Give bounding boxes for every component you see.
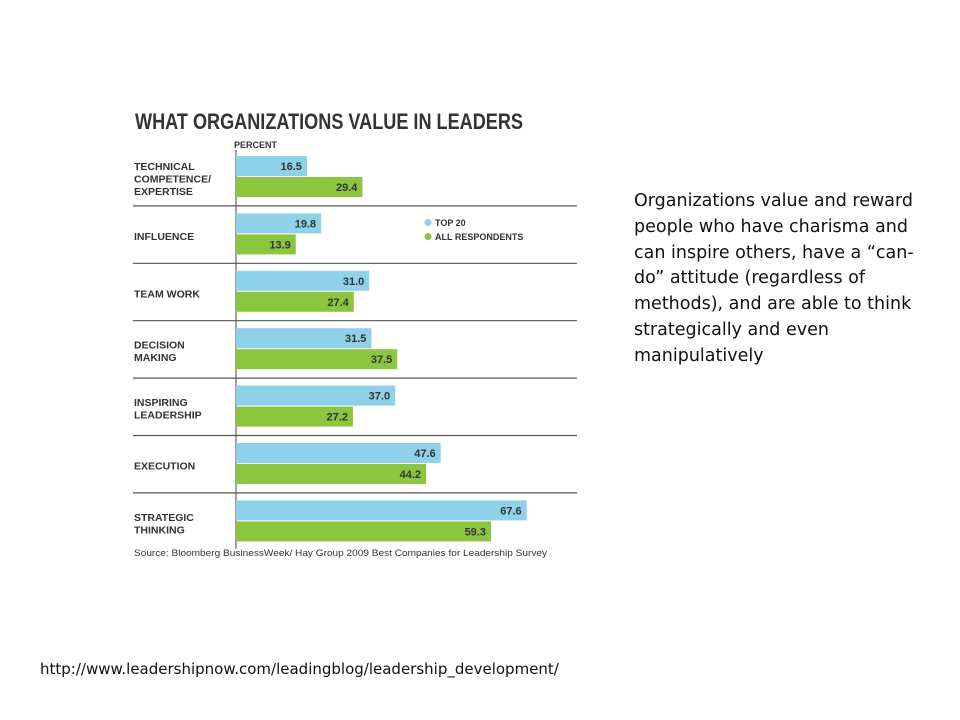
data-label: 13.9 bbox=[269, 239, 290, 251]
data-label: 19.8 bbox=[295, 218, 316, 230]
chart-title: WHAT ORGANIZATIONS VALUE IN LEADERS bbox=[135, 109, 523, 134]
source-url: http://www.leadershipnow.com/leadingblog… bbox=[40, 660, 559, 678]
category-label: INFLUENCE bbox=[134, 231, 194, 243]
bar-all-respondents bbox=[236, 521, 491, 541]
data-label: 59.3 bbox=[465, 526, 486, 538]
data-label: 31.5 bbox=[345, 333, 366, 345]
legend-marker bbox=[425, 233, 432, 240]
data-label: 31.0 bbox=[343, 276, 364, 288]
data-label: 27.4 bbox=[327, 297, 349, 309]
chart-source: Source: Bloomberg BusinessWeek/ Hay Grou… bbox=[134, 548, 548, 558]
bar-top20 bbox=[236, 500, 527, 520]
slide: WHAT ORGANIZATIONS VALUE IN LEADERS PERCE… bbox=[0, 0, 960, 720]
bar-top20 bbox=[236, 443, 441, 463]
category-label: DECISION MAKING bbox=[134, 340, 185, 365]
category-label: INSPIRING LEADERSHIP bbox=[134, 397, 202, 422]
data-label: 16.5 bbox=[281, 161, 302, 173]
bar-all-respondents bbox=[236, 464, 426, 484]
data-label: 37.5 bbox=[371, 354, 392, 366]
category-label: TECHNICAL COMPETENCE/EXPERTISE bbox=[134, 161, 211, 198]
category-label: STRATEGIC THINKING bbox=[134, 512, 194, 537]
data-label: 27.2 bbox=[327, 412, 348, 424]
data-label: 44.2 bbox=[400, 469, 421, 481]
data-label: 47.6 bbox=[414, 448, 435, 460]
body-text: Organizations value and reward people wh… bbox=[634, 189, 934, 370]
data-label: 67.6 bbox=[500, 505, 521, 517]
data-label: 37.0 bbox=[369, 391, 390, 403]
category-label: TEAM WORK bbox=[134, 289, 200, 301]
category-label: EXECUTION bbox=[134, 461, 195, 473]
data-label: 29.4 bbox=[336, 182, 358, 194]
legend-label: TOP 20 bbox=[435, 218, 466, 228]
x-axis-label: PERCENT bbox=[234, 140, 278, 150]
legend-marker bbox=[425, 219, 432, 226]
legend-label: ALL RESPONDENTS bbox=[435, 232, 523, 242]
